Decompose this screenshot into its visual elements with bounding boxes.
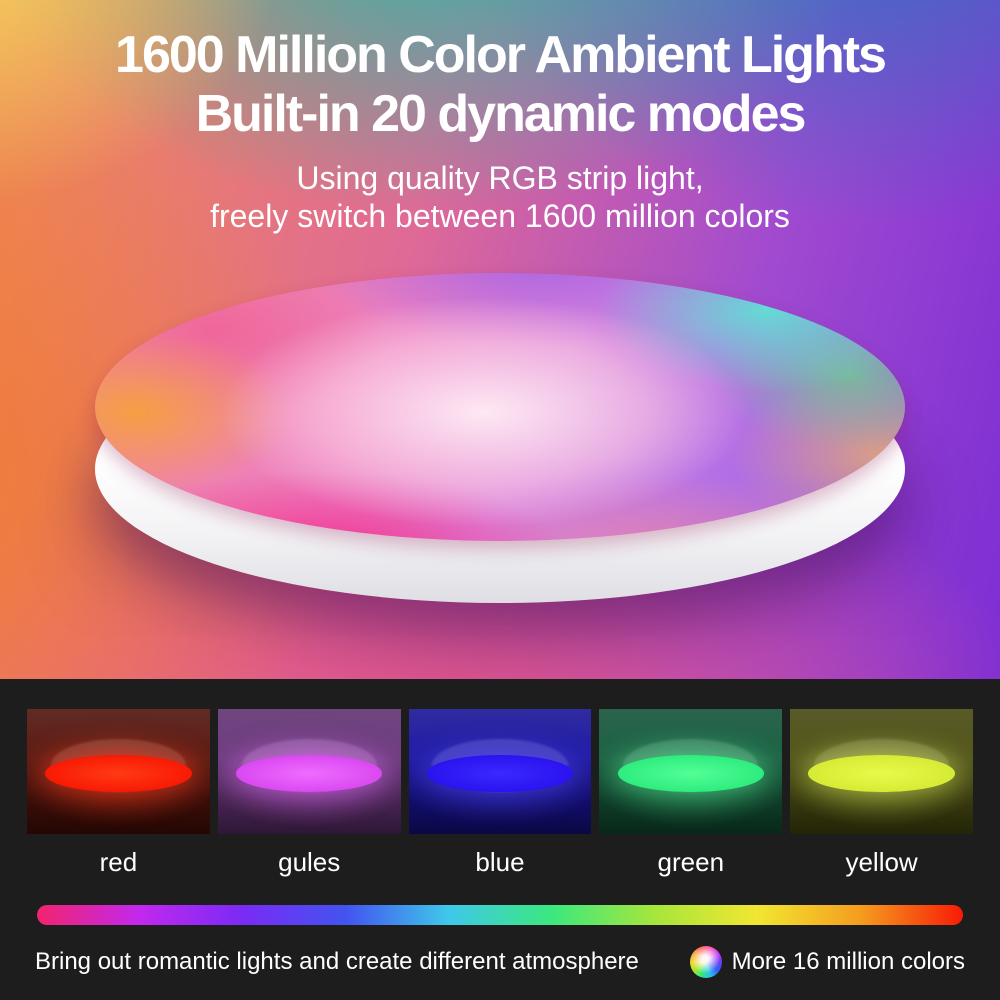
swatch-label: gules <box>278 847 341 877</box>
color-swatch-gules: gules <box>217 709 401 877</box>
more-colors-group: More 16 million colors <box>689 946 965 978</box>
lamp-glow-ellipse <box>45 755 192 792</box>
subtitle-line-2: freely switch between 1600 million color… <box>210 198 790 234</box>
swatch-label: yellow <box>845 847 918 877</box>
swatch-photo-blue <box>408 709 592 834</box>
lamp-glow-ellipse <box>808 755 955 792</box>
footer-caption: Bring out romantic lights and create dif… <box>35 948 639 975</box>
color-swatch-row: red gules blue <box>27 709 973 877</box>
lamp-glow-ellipse <box>617 755 764 792</box>
swatch-label: red <box>99 847 138 877</box>
subtitle-line-1: Using quality RGB strip light, <box>296 160 704 196</box>
title-line-1: 1600 Million Color Ambient Lights <box>115 26 887 84</box>
swatch-photo-gules <box>217 709 401 834</box>
color-swatch-green: green <box>599 709 783 877</box>
rainbow-gradient-bar <box>37 905 963 925</box>
lamp-glow-ellipse <box>426 755 574 792</box>
color-swatch-red: red <box>27 709 210 877</box>
swatch-photo-red <box>27 709 210 834</box>
color-modes-panel: red gules blue <box>0 679 1000 1000</box>
swatch-photo-green <box>599 709 783 834</box>
light-rgb-glow-face <box>95 273 905 541</box>
page-title: 1600 Million Color Ambient Lights Built-… <box>0 26 1000 144</box>
footer-row: Bring out romantic lights and create dif… <box>35 946 965 978</box>
ceiling-light-product <box>95 273 905 603</box>
swatch-label: green <box>657 847 725 877</box>
more-colors-label: More 16 million colors <box>731 948 965 975</box>
color-swatch-blue: blue <box>408 709 592 877</box>
swatch-photo-yellow <box>790 709 973 834</box>
color-wheel-icon <box>689 946 722 978</box>
hero-section: 1600 Million Color Ambient Lights Built-… <box>0 26 1000 679</box>
title-line-2: Built-in 20 dynamic modes <box>195 85 807 143</box>
subtitle: Using quality RGB strip light, freely sw… <box>0 159 1000 235</box>
color-swatch-yellow: yellow <box>790 709 973 877</box>
swatch-label: blue <box>475 847 525 877</box>
lamp-glow-ellipse <box>236 755 383 792</box>
